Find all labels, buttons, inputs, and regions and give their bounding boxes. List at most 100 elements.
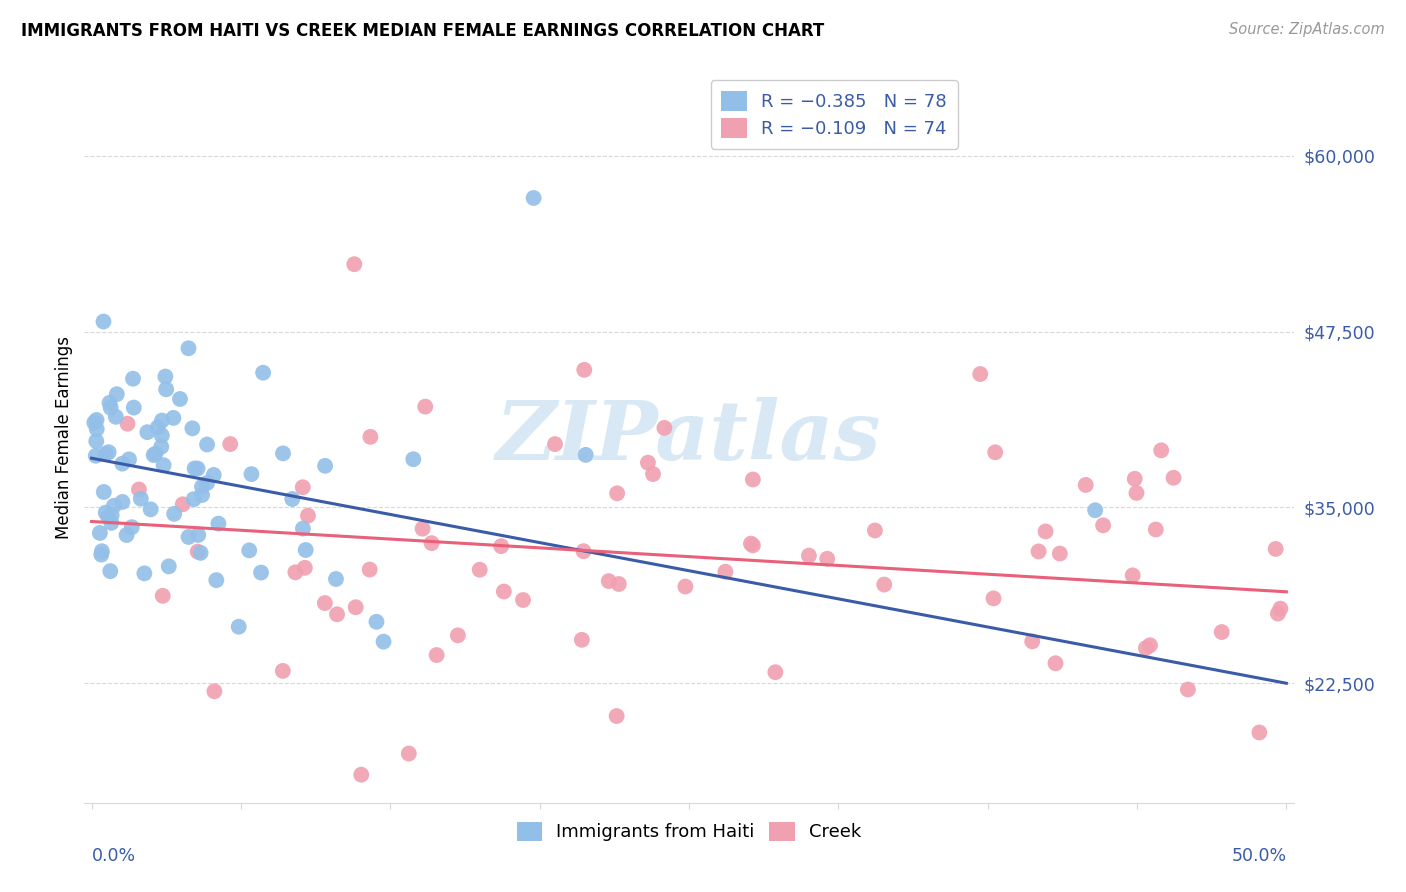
Point [195, 475, 218, 490]
Point [512, 593, 534, 607]
Point [575, 448, 598, 462]
Point [172, 497, 194, 511]
Point [97, 510, 120, 524]
Point [359, 430, 381, 444]
Point [105, 387, 128, 401]
Point [1028, 544, 1050, 558]
Point [1045, 657, 1067, 671]
Point [157, 559, 180, 574]
Point [86, 413, 108, 427]
Point [142, 448, 165, 462]
Point [103, 499, 125, 513]
Point [326, 607, 349, 622]
Point [152, 589, 174, 603]
Point [291, 522, 314, 536]
Point [983, 591, 1005, 606]
Text: 0.0%: 0.0% [91, 847, 135, 864]
Point [136, 425, 159, 440]
Point [741, 473, 763, 487]
Point [637, 456, 659, 470]
Point [190, 546, 212, 560]
Text: Source: ZipAtlas.com: Source: ZipAtlas.com [1229, 22, 1385, 37]
Point [294, 543, 316, 558]
Point [544, 437, 567, 451]
Point [412, 522, 434, 536]
Point [1211, 625, 1233, 640]
Point [187, 461, 209, 475]
Point [121, 520, 143, 534]
Point [219, 437, 242, 451]
Point [294, 561, 316, 575]
Point [271, 446, 294, 460]
Point [873, 577, 896, 591]
Point [183, 492, 205, 507]
Point [94, 447, 117, 461]
Point [492, 584, 515, 599]
Point [98, 396, 121, 410]
Y-axis label: Median Female Earnings: Median Female Earnings [55, 335, 73, 539]
Point [969, 367, 991, 381]
Point [984, 445, 1007, 459]
Point [1074, 478, 1097, 492]
Point [191, 480, 214, 494]
Point [1163, 471, 1185, 485]
Point [271, 664, 294, 678]
Point [202, 684, 225, 698]
Point [1125, 486, 1147, 500]
Point [117, 417, 139, 431]
Point [291, 480, 314, 494]
Point [447, 628, 470, 642]
Point [129, 491, 152, 506]
Point [607, 577, 630, 591]
Point [281, 491, 304, 506]
Point [162, 411, 184, 425]
Point [104, 409, 127, 424]
Point [1150, 443, 1173, 458]
Point [571, 632, 593, 647]
Point [146, 420, 169, 434]
Point [134, 566, 156, 581]
Point [93, 314, 115, 328]
Point [343, 257, 366, 271]
Point [89, 525, 111, 540]
Point [740, 536, 762, 550]
Point [350, 767, 373, 781]
Point [84, 449, 107, 463]
Point [111, 457, 134, 471]
Point [177, 530, 200, 544]
Point [187, 544, 209, 558]
Text: 50.0%: 50.0% [1232, 847, 1286, 864]
Point [297, 508, 319, 523]
Point [468, 563, 491, 577]
Point [673, 580, 696, 594]
Point [183, 461, 205, 475]
Point [489, 539, 512, 553]
Point [195, 437, 218, 451]
Point [93, 485, 115, 500]
Point [90, 544, 112, 558]
Point [252, 366, 274, 380]
Point [150, 413, 173, 427]
Point [150, 440, 173, 454]
Point [122, 372, 145, 386]
Point [402, 452, 425, 467]
Point [714, 565, 737, 579]
Point [100, 401, 122, 415]
Point [359, 563, 381, 577]
Point [100, 508, 122, 523]
Point [284, 566, 307, 580]
Point [641, 467, 664, 481]
Point [1123, 472, 1146, 486]
Point [1021, 634, 1043, 648]
Point [1122, 568, 1144, 582]
Point [1084, 503, 1107, 517]
Legend: Immigrants from Haiti, Creek: Immigrants from Haiti, Creek [509, 814, 869, 848]
Point [314, 596, 336, 610]
Point [654, 421, 676, 435]
Point [413, 400, 436, 414]
Point [344, 600, 367, 615]
Point [1139, 638, 1161, 652]
Point [98, 564, 121, 578]
Point [741, 538, 763, 552]
Point [152, 458, 174, 473]
